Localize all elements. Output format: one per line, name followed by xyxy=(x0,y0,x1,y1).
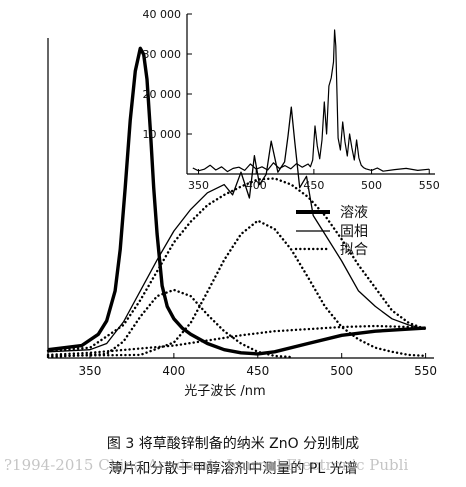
main-series-line-dotted-4 xyxy=(46,288,293,359)
inset-series-line-solid-0 xyxy=(192,29,430,173)
main-x-tick-label: 350 xyxy=(79,364,102,378)
main-series-line-dotted-5 xyxy=(46,324,427,357)
figure-caption-line-2: 薄片和分散于甲醇溶剂中测量的 PL 光谱 xyxy=(108,461,358,477)
main-series-line-dotted-2 xyxy=(46,177,427,352)
main-x-tick-label: 500 xyxy=(330,364,353,378)
inset-y-tick-label: 10 000 xyxy=(143,128,182,141)
legend-label-fit: 拟合 xyxy=(340,242,368,258)
figure-caption-line-1: 图 3 将草酸锌制备的纳米 ZnO 分别制成 xyxy=(106,436,360,452)
inset-axes xyxy=(186,13,435,175)
main-series-line-dotted-3 xyxy=(46,219,427,358)
inset-x-tick-label: 500 xyxy=(361,179,382,192)
legend-label-solution: 溶液 xyxy=(340,205,368,221)
main-x-tick-label: 550 xyxy=(414,364,437,378)
main-series xyxy=(46,46,427,359)
inset-y-tick-label: 30 000 xyxy=(143,48,182,61)
x-axis-label: 光子波长 /nm xyxy=(184,384,265,399)
main-x-tick-label: 450 xyxy=(246,364,269,378)
inset-x-tick-label: 400 xyxy=(246,179,267,192)
main-x-tick-labels: 350 400 450 500 550 xyxy=(79,364,438,378)
main-series-line-thick-solid-0 xyxy=(47,46,426,356)
legend-label-solid: 固相 xyxy=(340,224,368,240)
inset-x-tick-label: 450 xyxy=(303,179,324,192)
inset-tick-labels: 350 400 450 500 550 10 000 20 000 30 000 40 000 xyxy=(143,8,440,192)
inset-y-tick-label: 40 000 xyxy=(143,8,182,21)
inset-plot: 350 400 450 500 550 10 000 20 000 30 000 40 000 xyxy=(143,8,440,192)
main-series-line-thin-solid-1 xyxy=(47,106,426,353)
inset-x-tick-label: 350 xyxy=(188,179,209,192)
inset-x-tick-label: 550 xyxy=(419,179,440,192)
main-x-tick-label: 400 xyxy=(162,364,185,378)
inset-y-tick-label: 20 000 xyxy=(143,88,182,101)
main-plot: 350 400 450 500 550 光子波长 /nm xyxy=(46,38,438,399)
main-axes xyxy=(47,38,434,359)
inset-series xyxy=(192,29,430,173)
legend: 溶液 固相 拟合 xyxy=(294,205,368,258)
